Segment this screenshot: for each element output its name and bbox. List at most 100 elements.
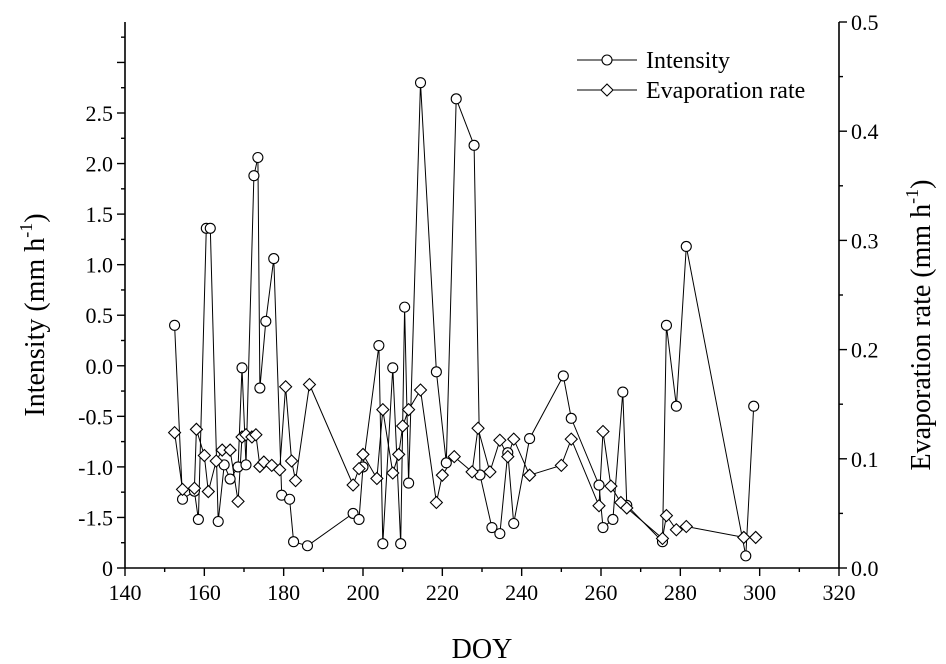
data-point-evaporation-rate — [346, 478, 360, 492]
data-point-intensity — [284, 493, 296, 505]
data-point-evaporation-rate — [370, 471, 384, 486]
left-tick-label: -1.0 — [78, 455, 113, 480]
data-point-evaporation-rate — [223, 443, 237, 457]
data-point-intensity — [260, 315, 272, 327]
left-tick-label: -0.5 — [78, 404, 113, 429]
data-point-evaporation-rate — [175, 482, 190, 497]
data-point-evaporation-rate — [655, 531, 670, 546]
data-point-evaporation-rate — [748, 530, 763, 545]
data-point-intensity — [373, 340, 385, 352]
data-point-intensity — [748, 400, 760, 412]
x-tick-label: 260 — [585, 580, 618, 605]
left-tick-label: 0.0 — [86, 354, 114, 379]
data-point-evaporation-rate — [493, 433, 507, 448]
data-point-intensity — [218, 459, 230, 471]
data-point-intensity — [169, 319, 181, 331]
data-point-intensity — [387, 362, 399, 374]
data-point-intensity — [236, 362, 248, 374]
data-point-evaporation-rate — [669, 523, 684, 537]
data-point-evaporation-rate — [471, 421, 485, 436]
right-tick-label: 0.3 — [851, 228, 879, 253]
data-point-intensity — [660, 319, 673, 331]
left-axis-title: Intensity (mm h-1) — [16, 213, 51, 416]
data-point-evaporation-rate — [278, 379, 293, 394]
left-tick-label: -1.5 — [78, 505, 113, 530]
data-point-evaporation-rate — [356, 447, 370, 462]
data-point-intensity — [450, 93, 462, 105]
data-point-evaporation-rate — [679, 519, 694, 534]
data-point-evaporation-rate — [413, 383, 428, 397]
data-point-intensity — [430, 366, 442, 378]
right-tick-label: 0.5 — [851, 10, 879, 35]
left-tick-label: 0 — [102, 556, 113, 581]
data-point-evaporation-rate — [501, 449, 515, 464]
data-point-intensity — [508, 517, 520, 530]
legend-marker-diamond — [600, 83, 614, 97]
legend-label-intensity: Intensity — [646, 48, 730, 74]
data-point-intensity — [740, 550, 752, 562]
data-point-intensity — [240, 459, 252, 471]
data-point-intensity — [252, 151, 264, 164]
data-point-intensity — [268, 253, 280, 265]
left-tick-label: 1.0 — [86, 253, 114, 278]
right-axis-ticks: 0.0 0.1 0.2 0.3 0.4 0.5 — [839, 10, 879, 581]
data-point-intensity — [414, 77, 427, 89]
data-point-evaporation-rate — [659, 508, 674, 523]
data-point-evaporation-rate — [604, 479, 618, 493]
data-point-intensity — [204, 222, 216, 234]
left-tick-label: 2.0 — [86, 152, 114, 177]
x-tick-label: 240 — [505, 580, 538, 605]
data-point-intensity — [494, 528, 506, 540]
data-point-intensity — [440, 457, 452, 469]
data-point-intensity — [353, 513, 365, 526]
data-point-intensity — [468, 139, 480, 151]
data-point-evaporation-rate — [395, 419, 410, 433]
data-point-evaporation-rate — [592, 498, 606, 513]
data-point-intensity — [395, 538, 407, 550]
x-tick-label: 140 — [109, 580, 142, 605]
data-point-intensity — [192, 513, 204, 526]
data-point-evaporation-rate — [737, 530, 751, 545]
data-point-evaporation-rate — [272, 462, 287, 477]
left-tick-label: 0.5 — [86, 303, 114, 328]
data-point-evaporation-rate — [209, 454, 224, 468]
data-point-intensity — [224, 473, 236, 485]
data-point-evaporation-rate — [249, 427, 263, 442]
legend-item-intensity: Intensity — [577, 48, 730, 74]
data-point-evaporation-rate — [288, 473, 303, 488]
data-point-evaporation-rate — [302, 377, 317, 392]
legend-marker-circle — [601, 54, 613, 66]
right-tick-label: 0.1 — [851, 447, 879, 472]
x-tick-label: 200 — [347, 580, 380, 605]
data-point-intensity — [617, 386, 629, 398]
data-point-intensity — [565, 412, 577, 424]
data-point-evaporation-rate — [167, 425, 182, 440]
right-tick-label: 0.0 — [851, 556, 879, 581]
data-point-intensity — [597, 522, 609, 534]
data-point-intensity — [399, 301, 411, 313]
data-point-evaporation-rate — [522, 468, 537, 482]
data-point-evaporation-rate — [385, 466, 400, 480]
data-point-intensity — [254, 382, 266, 394]
data-point-intensity — [212, 515, 224, 528]
data-point-evaporation-rate — [401, 402, 416, 417]
legend: Intensity Evaporation rate — [577, 48, 805, 104]
data-point-intensity — [680, 240, 692, 253]
data-point-intensity — [486, 522, 498, 534]
data-point-intensity — [288, 536, 300, 548]
data-point-evaporation-rate — [189, 422, 204, 437]
data-point-evaporation-rate — [201, 484, 216, 499]
data-point-evaporation-rate — [465, 465, 479, 479]
data-point-evaporation-rate — [284, 454, 299, 468]
right-axis-title: Evaporation rate (mm h-1) — [902, 179, 937, 470]
right-tick-label: 0.2 — [851, 338, 879, 363]
data-point-intensity — [593, 479, 605, 491]
data-point-evaporation-rate — [596, 424, 610, 439]
data-point-intensity — [524, 433, 536, 445]
right-tick-label: 0.4 — [851, 119, 879, 144]
data-point-evaporation-rate — [197, 448, 212, 463]
data-point-evaporation-rate — [483, 465, 497, 479]
data-point-evaporation-rate — [447, 449, 462, 464]
data-point-intensity — [670, 400, 682, 412]
left-axis-ticks: 0 -1.5 -1.0 -0.5 0.0 0.5 1.0 1.5 2.0 2.5 — [78, 36, 125, 581]
